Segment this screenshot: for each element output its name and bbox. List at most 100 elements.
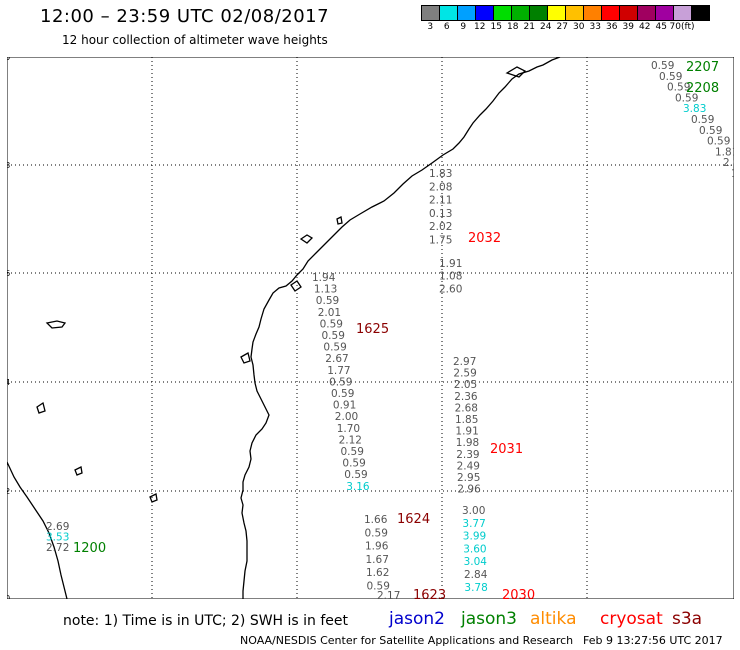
coastline [6,56,561,600]
color-swatch [457,5,476,21]
swh-value: 2.60 [439,283,462,295]
color-swatch [511,5,530,21]
color-swatch [529,5,548,21]
color-scale-tick: 70(ft) [669,22,695,32]
lat-tick-label: 14 [7,378,10,387]
swh-value: 1.85 [455,414,478,426]
page-title: 12:00 – 23:59 UTC 02/08/2017 [40,6,330,27]
pass-time-label: 2208 [686,81,719,96]
swh-value: 0.91 [333,400,356,412]
swh-value: 1.94 [731,168,734,180]
color-scale-labels: 3 6 9 12 15 18 21 24 27 30 33 36 39 42 45 70(ft) [422,22,710,32]
swh-value: 2.39 [456,449,479,461]
color-scale-tick: 21 [523,22,535,32]
swh-value: 2.49 [457,460,480,472]
color-swatch [691,5,710,21]
swh-value: 3.99 [463,531,486,543]
swh-value: 2.67 [325,353,348,365]
color-swatch [637,5,656,21]
swh-value: 1.75 [429,235,452,247]
swh-value: 0.59 [651,60,674,72]
swh-value: 0.59 [342,458,365,470]
swh-value: 1.98 [456,437,479,449]
color-scale-tick: 18 [507,22,519,32]
color-scale-swatches [421,5,710,21]
color-swatch [439,5,458,21]
color-swatch [547,5,566,21]
generation-timestamp: Feb 9 13:27:56 UTC 2017 [583,634,723,647]
pass-time-label: 2031 [490,442,523,457]
swh-value: 1.94 [312,272,336,284]
swh-value: 1.66 [364,514,388,526]
swh-value: 1.81 [715,146,734,158]
swh-value: 2.59 [453,368,476,380]
swh-value: 2.72 [46,542,69,554]
swh-value: 0.59 [329,376,352,388]
color-scale-tick: 36 [606,22,618,32]
island-d [240,352,251,364]
swh-value: 0.59 [707,136,730,148]
swh-value: 1.08 [439,271,462,283]
swh-value: 0.59 [699,125,722,137]
pass-time-label: 2032 [468,231,501,246]
island-b [299,234,314,244]
island-f [149,493,158,503]
india-east-coast [240,56,561,599]
credit: NOAA/NESDIS Center for Satellite Applica… [240,634,574,647]
island-i [290,280,302,292]
swh-value: 2.08 [429,181,452,193]
color-swatch [673,5,692,21]
swh-value: 0.59 [341,446,364,458]
sri-lanka-coast [6,461,68,600]
color-scale: 3 6 9 12 15 18 21 24 27 30 33 36 39 42 45 70(ft) [421,5,710,32]
swh-value: 0.59 [675,92,698,104]
swh-value: 0.59 [320,318,343,330]
swh-value: 0.59 [365,527,388,539]
swh-value: 2.11 [429,195,452,207]
swh-value: 3.78 [464,582,487,594]
swh-value: 0.59 [691,114,714,126]
swh-value: 3.04 [464,556,488,568]
color-scale-tick: 6 [443,22,450,32]
lat-tick-label: 16 [7,269,10,278]
satellite-legend-item: jason2 [389,609,445,629]
swh-value: 3.53 [46,532,69,544]
swh-value: 1.96 [365,541,389,553]
swh-value: 1.62 [366,567,389,579]
island-a [45,320,67,329]
color-swatch [565,5,584,21]
lat-tick-label: 12 [7,487,10,496]
swh-value: 2.12 [339,434,362,446]
swh-value: 3.60 [463,543,486,555]
footer-note: note: 1) Time is in UTC; 2) SWH is in fe… [63,613,349,629]
island-e [36,401,46,414]
altimeter-tracks: 0.590.590.590.593.830.590.590.591.812.04… [46,60,740,603]
swh-value: 3.16 [346,481,370,493]
swh-value: 2.84 [464,569,488,581]
color-scale-tick: 27 [556,22,568,32]
satellite-legend-item: s3a [672,609,703,629]
pass-time-label: 1200 [73,541,106,556]
color-swatch [655,5,674,21]
swh-value: 1.83 [429,168,452,180]
lat-tick-label: 10 [7,594,10,599]
swh-value: 0.59 [331,388,354,400]
swh-value: 2.36 [454,391,478,403]
swh-value: 3.00 [462,505,485,517]
swh-value: 2.02 [429,221,452,233]
color-scale-tick: 15 [490,22,502,32]
swh-value: 0.59 [344,469,367,481]
island-c [336,216,343,225]
color-scale-tick: 3 [427,22,434,32]
swh-value: 2.96 [457,484,481,496]
swh-value: 0.59 [659,71,682,83]
swh-value: 2.95 [457,472,480,484]
pass-time-label: 2207 [686,60,719,75]
swh-value: 1.67 [366,554,389,566]
swh-value: 2.68 [455,402,478,414]
island-h [74,466,83,476]
swh-value: 3.83 [683,103,706,115]
swh-value: 1.77 [327,365,350,377]
swh-value: 2.01 [318,307,341,319]
color-swatch [493,5,512,21]
